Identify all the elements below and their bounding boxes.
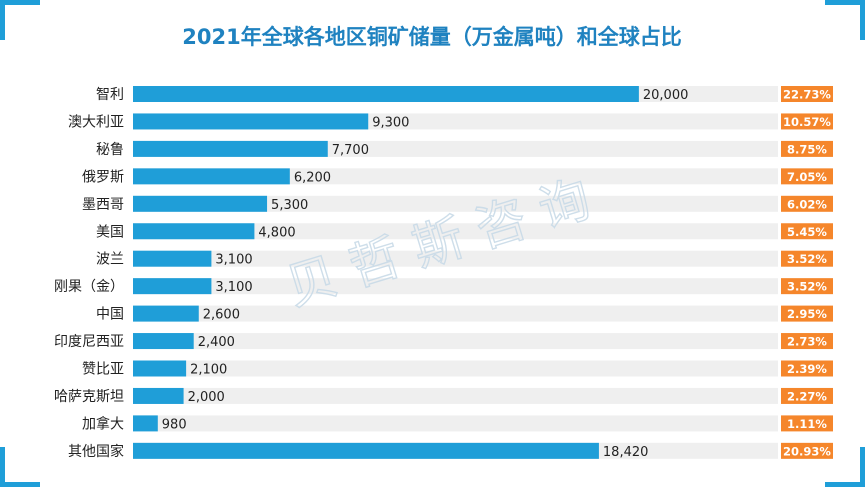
category-label: 美国: [96, 224, 124, 240]
share-label: 1.11%: [787, 417, 827, 431]
category-label: 其他国家: [68, 443, 124, 460]
bar: [133, 387, 184, 404]
share-label: 5.45%: [787, 225, 827, 239]
bar: [133, 113, 369, 130]
share-badge: [781, 168, 833, 185]
bar-track: [133, 278, 778, 295]
data-label: 2,000: [188, 390, 225, 405]
chart-rows: 智利 20,000 22.73% 澳大利亚 9,300 10.57% 秘鲁 7,700 8.75…: [54, 86, 833, 460]
category-label: 中国: [96, 307, 124, 323]
category-label: 俄罗斯: [82, 169, 124, 185]
data-label: 3,100: [215, 253, 252, 268]
share-label: 20.93%: [783, 444, 831, 458]
data-label: 7,700: [332, 143, 369, 158]
share-label: 2.27%: [787, 389, 827, 403]
bar-track: [133, 415, 778, 432]
category-label: 秘鲁: [96, 142, 124, 158]
bar: [133, 278, 212, 295]
bar-track: [133, 360, 778, 377]
bar: [133, 333, 194, 350]
corner-top-right: [825, 0, 865, 40]
share-label: 22.73%: [783, 88, 831, 102]
share-label: 7.05%: [787, 170, 827, 184]
bar-track: [133, 223, 778, 240]
data-label: 6,200: [294, 170, 331, 185]
data-label: 2,400: [198, 335, 235, 350]
share-badge: [781, 278, 833, 295]
data-label: 3,100: [215, 280, 252, 295]
bar: [133, 223, 255, 240]
bar-track: [133, 195, 778, 212]
bar: [133, 168, 290, 185]
category-label: 澳大利亚: [68, 114, 124, 130]
share-badge: [781, 140, 833, 157]
category-label: 墨西哥: [82, 197, 124, 213]
share-badge: [781, 442, 833, 459]
share-badge: [781, 223, 833, 240]
category-label: 赞比亚: [82, 362, 124, 378]
share-label: 2.95%: [787, 307, 827, 321]
bar: [133, 195, 268, 212]
data-label: 5,300: [271, 198, 308, 213]
bar: [133, 415, 158, 432]
share-badge: [781, 360, 833, 377]
share-badge: [781, 195, 833, 212]
share-badge: [781, 250, 833, 267]
corner-bottom-right: [825, 447, 865, 487]
share-label: 6.02%: [787, 197, 827, 211]
bar-track: [133, 250, 778, 267]
bar: [133, 250, 212, 267]
share-label: 3.52%: [787, 280, 827, 294]
share-badge: [781, 305, 833, 322]
share-badge: [781, 86, 833, 102]
category-label: 刚果（金）: [54, 279, 124, 295]
bar: [133, 305, 199, 322]
category-label: 波兰: [96, 252, 124, 268]
share-badge: [781, 113, 833, 130]
share-label: 2.39%: [787, 362, 827, 376]
share-label: 3.52%: [787, 252, 827, 266]
share-label: 8.75%: [787, 142, 827, 156]
data-label: 4,800: [258, 225, 295, 240]
share-label: 10.57%: [783, 115, 831, 129]
corner-bottom-left: [0, 447, 40, 487]
bar-track: [133, 333, 778, 350]
share-badge: [781, 415, 833, 432]
bar: [133, 140, 328, 157]
bar-track: [133, 387, 778, 404]
category-label: 加拿大: [82, 415, 124, 432]
category-label: 哈萨克斯坦: [54, 389, 124, 405]
bar: [133, 360, 187, 377]
data-label: 18,420: [603, 445, 649, 460]
bar-track: [133, 305, 778, 322]
category-label: 智利: [96, 87, 124, 103]
data-label: 2,600: [203, 308, 240, 323]
share-label: 2.73%: [787, 335, 827, 349]
data-label: 20,000: [643, 88, 689, 103]
share-badge: [781, 387, 833, 404]
bar-track: [133, 168, 778, 185]
data-label: 980: [162, 417, 187, 432]
chart-title: 2021年全球各地区铜矿储量（万金属吨）和全球占比: [182, 25, 681, 49]
bar: [133, 86, 639, 102]
corner-top-left: [0, 0, 40, 40]
data-label: 2,100: [190, 363, 227, 378]
category-label: 印度尼西亚: [54, 334, 124, 350]
data-label: 9,300: [372, 115, 409, 130]
bar: [133, 442, 599, 459]
share-badge: [781, 333, 833, 350]
